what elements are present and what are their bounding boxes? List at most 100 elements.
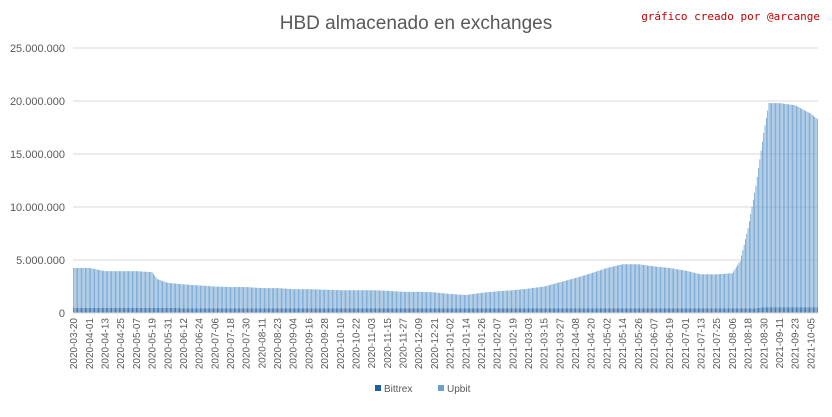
- bar-upbit: [164, 281, 166, 308]
- bar-bittrex: [322, 308, 324, 313]
- bar-bittrex: [748, 308, 750, 313]
- bar-bittrex: [402, 308, 404, 313]
- bar-bittrex: [155, 307, 157, 313]
- bar-bittrex: [767, 307, 769, 313]
- bar-upbit: [385, 290, 387, 309]
- x-tick-label: 2020-08-23: [273, 318, 284, 370]
- bar-upbit: [166, 282, 167, 308]
- x-tick-label: 2020-04-25: [116, 318, 127, 370]
- bar-upbit: [688, 271, 690, 309]
- bar-upbit: [590, 273, 592, 309]
- bar-upbit: [449, 293, 451, 309]
- bar-bittrex: [90, 307, 92, 313]
- bar-bittrex: [466, 308, 468, 313]
- bar-bittrex: [427, 308, 429, 313]
- bar-upbit: [180, 284, 182, 309]
- bar-upbit: [806, 111, 808, 308]
- bar-bittrex: [315, 308, 316, 313]
- bar-bittrex: [85, 307, 86, 313]
- bar-upbit: [705, 274, 707, 309]
- bar-upbit: [100, 270, 102, 308]
- bar-upbit: [776, 103, 778, 308]
- y-tick-label: 0: [59, 308, 65, 320]
- bar-upbit: [737, 265, 739, 309]
- bar-upbit: [471, 294, 473, 309]
- bar-bittrex: [291, 308, 293, 313]
- bar-upbit: [322, 289, 324, 309]
- bar-bittrex: [768, 307, 770, 313]
- bar-upbit: [410, 291, 412, 309]
- bar-bittrex: [687, 308, 689, 313]
- bar-upbit: [670, 268, 672, 309]
- bar-upbit: [534, 287, 536, 309]
- bar-upbit: [529, 288, 531, 309]
- bar-upbit: [735, 267, 737, 309]
- bar-bittrex: [317, 308, 319, 313]
- bar-bittrex: [206, 308, 208, 313]
- bar-bittrex: [397, 308, 399, 313]
- bar-bittrex: [78, 307, 80, 313]
- bar-bittrex: [610, 308, 612, 313]
- bar-bittrex: [355, 308, 357, 313]
- bar-upbit: [623, 264, 625, 309]
- bar-upbit: [194, 285, 196, 309]
- bar-upbit: [495, 291, 497, 309]
- bar-upbit: [619, 264, 621, 309]
- bar-bittrex: [241, 308, 243, 313]
- bar-upbit: [490, 291, 491, 309]
- x-tick-label: 2021-03-27: [555, 318, 566, 370]
- bar-bittrex: [487, 308, 489, 313]
- bar-upbit: [461, 294, 463, 309]
- bar-bittrex: [698, 308, 699, 313]
- bar-bittrex: [313, 308, 315, 313]
- bar-bittrex: [526, 308, 528, 313]
- bar-bittrex: [792, 307, 793, 313]
- bar-bittrex: [312, 308, 314, 313]
- bar-upbit: [713, 274, 715, 309]
- bar-upbit: [549, 285, 550, 309]
- bar-bittrex: [278, 308, 280, 313]
- bar-upbit: [294, 289, 295, 309]
- bar-upbit: [364, 290, 366, 309]
- bar-upbit: [150, 272, 152, 308]
- bar-upbit: [639, 264, 640, 309]
- bar-bittrex: [231, 308, 233, 313]
- bar-upbit: [474, 293, 476, 309]
- bar-upbit: [184, 284, 186, 309]
- bar-upbit: [159, 280, 161, 308]
- bar-upbit: [389, 290, 391, 309]
- bar-upbit: [291, 289, 293, 309]
- bar-bittrex: [316, 308, 318, 313]
- bar-upbit: [419, 291, 421, 309]
- bar-upbit: [172, 283, 174, 308]
- bar-bittrex: [790, 307, 792, 313]
- x-tick-label: 2020-04-01: [85, 318, 96, 370]
- bar-bittrex: [220, 308, 222, 313]
- bar-upbit: [669, 267, 671, 309]
- bar-bittrex: [735, 308, 737, 313]
- bar-bittrex: [354, 308, 356, 313]
- bar-bittrex: [607, 308, 609, 313]
- bar-upbit: [599, 270, 601, 309]
- bar-upbit: [196, 285, 197, 309]
- bar-upbit: [483, 292, 485, 309]
- bar-bittrex: [413, 308, 414, 313]
- bar-bittrex: [479, 308, 481, 313]
- bar-bittrex: [274, 308, 276, 313]
- bar-bittrex: [474, 308, 476, 313]
- bar-bittrex: [190, 308, 192, 313]
- bar-upbit: [156, 279, 158, 308]
- bar-bittrex: [328, 308, 329, 313]
- bar-bittrex: [305, 308, 307, 313]
- bar-bittrex: [284, 308, 286, 313]
- x-tick-label: 2020-05-19: [148, 318, 159, 370]
- bar-bittrex: [809, 307, 810, 313]
- bar-upbit: [635, 264, 637, 309]
- bar-bittrex: [652, 308, 654, 313]
- bar-bittrex: [616, 308, 618, 313]
- bar-upbit: [624, 264, 626, 309]
- bar-bittrex: [135, 307, 137, 313]
- bar-upbit: [360, 290, 362, 309]
- gridlines: [73, 47, 818, 261]
- bar-upbit: [683, 270, 685, 309]
